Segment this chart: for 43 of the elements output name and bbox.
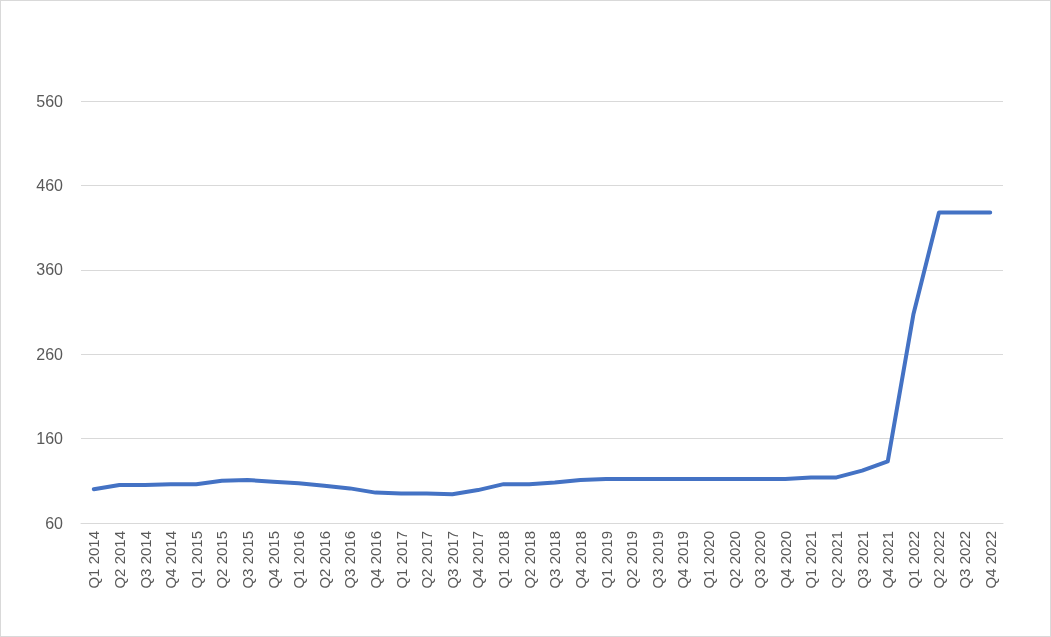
x-tick-label: Q3 2017 [443,531,461,589]
x-tick-label: Q3 2020 [751,531,769,589]
x-tick-label: Q3 2022 [956,531,974,589]
x-tick-label: Q4 2020 [776,531,794,589]
x-tick-label: Q2 2016 [315,531,333,589]
x-tick-label: Q1 2015 [187,531,205,589]
x-tick-label: Q2 2019 [623,531,641,589]
x-tick-label: Q3 2018 [546,531,564,589]
y-tick-label: 560 [36,92,64,110]
y-tick-label: 260 [36,345,64,363]
x-tick-label: Q1 2022 [904,531,922,589]
x-tick-label: Q3 2016 [341,531,359,589]
y-tick-label: 60 [45,514,64,532]
x-tick-label: Q1 2019 [597,531,615,589]
x-tick-label: Q4 2019 [674,531,692,589]
x-tick-label: Q3 2015 [238,531,256,589]
x-tick-label: Q4 2016 [367,531,385,589]
x-tick-label: Q1 2021 [802,531,820,589]
x-tick-label: Q4 2014 [162,531,180,589]
x-tick-label: Q2 2021 [828,531,846,589]
y-tick-label: 360 [36,261,64,279]
x-tick-label: Q4 2022 [981,531,999,589]
x-tick-label: Q3 2014 [136,531,154,589]
x-tick-label: Q1 2016 [290,531,308,589]
x-tick-label: Q4 2015 [264,531,282,589]
x-tick-label: Q2 2022 [930,531,948,589]
x-tick-label: Q4 2021 [879,531,897,589]
x-tick-label: Q4 2017 [469,531,487,589]
x-tick-label: Q2 2014 [110,531,128,589]
x-tick-label: Q2 2015 [213,531,231,589]
line-series [91,210,993,497]
x-tick-label: Q3 2019 [648,531,666,589]
x-tick-label: Q1 2017 [392,531,410,589]
x-tick-label: Q3 2021 [853,531,871,589]
y-tick-label: 460 [36,176,64,194]
x-tick-label: Q2 2018 [520,531,538,589]
x-tick-label: Q4 2018 [571,531,589,589]
x-tick-label: Q2 2017 [418,531,436,589]
x-tick-label: Q1 2020 [699,531,717,589]
y-tick-label: 160 [36,430,64,448]
x-tick-label: Q2 2020 [725,531,743,589]
x-tick-label: Q1 2018 [495,531,513,589]
x-tick-label: Q1 2014 [85,531,103,589]
